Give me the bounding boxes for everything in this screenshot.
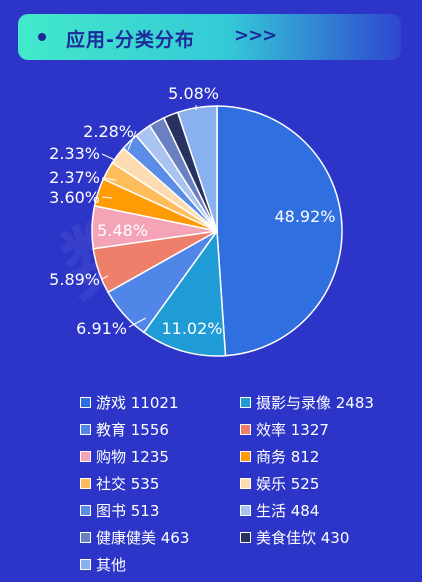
legend-item[interactable]: 教育 1556 [80, 419, 169, 440]
legend-item[interactable]: 美食佳饮 430 [240, 527, 349, 548]
legend-swatch-icon [240, 424, 251, 435]
chart-header: 应用-分类分布 >>> [18, 14, 401, 60]
slice-label-2: 11.02% [161, 319, 222, 338]
slice-label-5: 5.48% [97, 221, 148, 240]
legend-item[interactable]: 娱乐 525 [240, 473, 319, 494]
legend-label: 健康健美 463 [96, 529, 190, 547]
triple-chevron-icon: >>> [234, 25, 277, 46]
slice-label-3: 6.91% [76, 319, 127, 338]
slice-label-13: 5.08% [168, 84, 219, 103]
legend-item[interactable]: 社交 535 [80, 473, 159, 494]
slice-label-6: 3.60% [49, 188, 100, 207]
legend-label: 游戏 11021 [96, 394, 179, 412]
pie-chart: 48.92% 11.02% 6.91% 5.89% 5.48% 3.60%2.37% 2.3… [49, 84, 343, 357]
legend-label: 图书 513 [96, 502, 160, 520]
slice-label-9: 2.28% [83, 122, 134, 141]
leader-line-8 [101, 153, 116, 161]
legend-label: 生活 484 [256, 502, 320, 520]
legend-item[interactable]: 健康健美 463 [80, 527, 189, 548]
legend-item[interactable]: 效率 1327 [240, 419, 329, 440]
slice-label-4: 5.89% [49, 270, 100, 289]
legend-label: 商务 812 [256, 448, 320, 466]
pie-slice-2 [142, 228, 227, 357]
page-title: 应用-分类分布 [66, 29, 195, 51]
leader-line-6 [101, 196, 113, 199]
legend-label: 效率 1327 [256, 421, 329, 439]
leader-line-9 [127, 130, 137, 151]
legend-swatch-icon [80, 559, 91, 570]
legend-label: 其他 [96, 556, 127, 574]
slice-label-7: 2.37% [49, 168, 100, 187]
slice-label-8: 2.33% [49, 144, 100, 163]
legend-item[interactable]: 生活 484 [240, 500, 319, 521]
slice-label-1: 48.92% [274, 207, 335, 226]
legend-item[interactable]: 其他 [80, 554, 126, 575]
leader-line-3 [128, 317, 147, 328]
legend-swatch-icon [80, 505, 91, 516]
legend-label: 摄影与录像 2483 [256, 394, 374, 412]
legend-item[interactable]: 摄影与录像 2483 [240, 392, 374, 413]
legend-item[interactable]: 游戏 11021 [80, 392, 179, 413]
legend-swatch-icon [80, 424, 91, 435]
legend-label: 娱乐 525 [256, 475, 320, 493]
legend-item[interactable]: 商务 812 [240, 446, 319, 467]
legend-swatch-icon [80, 451, 91, 462]
legend-swatch-icon [240, 532, 251, 543]
legend-swatch-icon [80, 478, 91, 489]
legend-swatch-icon [240, 505, 251, 516]
legend-swatch-icon [240, 451, 251, 462]
leader-line-7 [101, 177, 117, 181]
legend-label: 美食佳饮 430 [256, 529, 350, 547]
legend-swatch-icon [80, 532, 91, 543]
legend-item[interactable]: 图书 513 [80, 500, 159, 521]
leader-line-4 [101, 275, 109, 280]
legend-label: 社交 535 [96, 475, 160, 493]
legend-label: 教育 1556 [96, 421, 169, 439]
legend-swatch-icon [240, 397, 251, 408]
pie-slice-1 [216, 105, 343, 357]
legend-swatch-icon [80, 397, 91, 408]
legend-label: 购物 1235 [96, 448, 169, 466]
legend-swatch-icon [240, 478, 251, 489]
legend-item[interactable]: 购物 1235 [80, 446, 169, 467]
pie-slice-13 [176, 105, 218, 232]
header-bullet-icon [38, 33, 46, 41]
